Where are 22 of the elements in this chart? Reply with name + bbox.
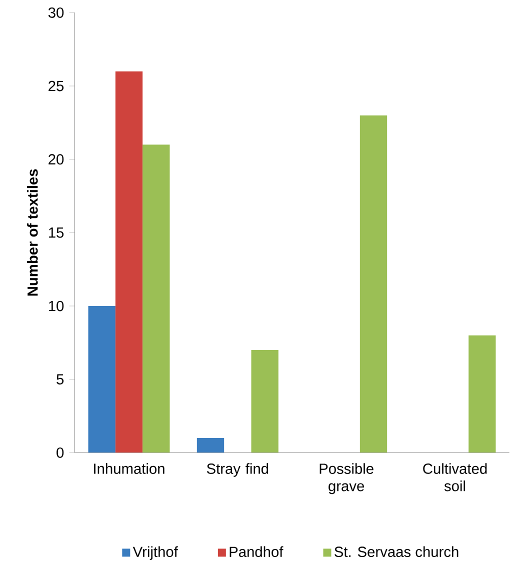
- x-tick-label: Cultivated soil: [423, 463, 487, 492]
- y-tick-label: 20: [48, 154, 64, 165]
- legend-label: St. Servaas church: [334, 546, 458, 558]
- y-tick-label: 10: [48, 300, 64, 312]
- bar: [468, 335, 496, 453]
- bar: [196, 438, 224, 453]
- y-tick-label: 0: [56, 447, 64, 458]
- bar: [142, 144, 170, 453]
- bar: [360, 115, 388, 453]
- y-tick-label: 25: [48, 80, 64, 92]
- y-tick-label: 5: [56, 374, 64, 384]
- x-tick-label: Stray find: [206, 463, 268, 477]
- x-tick-label: Possible grave: [320, 463, 374, 494]
- legend-label: Pandhof: [230, 546, 284, 558]
- y-tick-label: 15: [48, 228, 64, 238]
- bar: [251, 350, 278, 453]
- legend-label: Vrijthof: [132, 546, 178, 560]
- y-axis-title: Number of textiles: [27, 169, 38, 296]
- x-tick-label: Inhumation: [94, 463, 164, 474]
- bar: [115, 71, 143, 453]
- bar: [88, 306, 116, 453]
- y-tick-label: 30: [48, 7, 64, 18]
